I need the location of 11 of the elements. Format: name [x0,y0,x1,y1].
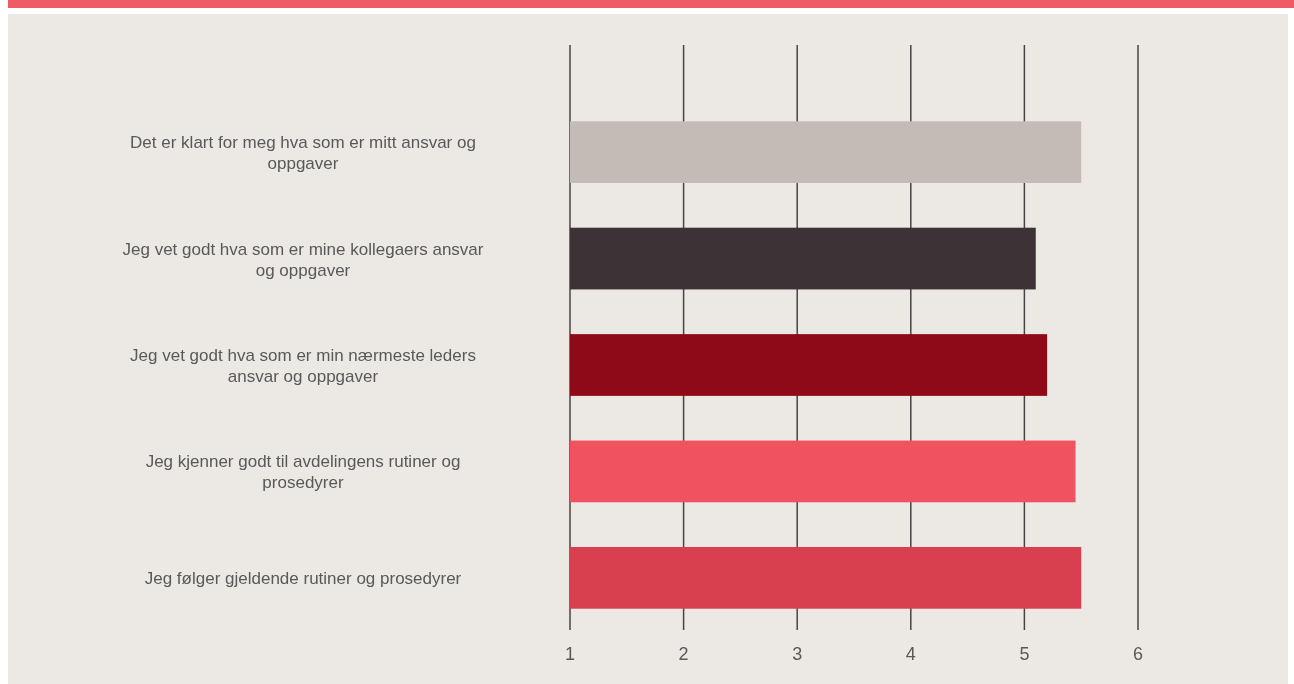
y-tick-label: Jeg vet godt hva som er min nærmeste leders ansvar og oppgaver [130,346,476,386]
x-tick-label: 1 [564,644,576,664]
y-tick-label: Jeg kjenner godt til avdelingens rutiner og prosedyrer [145,452,461,493]
x-tick-label: 2 [678,644,689,664]
x-tick-label: 3 [792,644,803,664]
y-tick-label: Det er klart for meg hva som er mitt ansvar og oppgaver [130,133,476,174]
x-tick-label: 4 [905,644,916,664]
y-tick-label: Jeg følger gjeldende rutiner og prosedyrer [144,568,462,588]
x-tick-label: 5 [1019,644,1030,664]
y-tick-label: Jeg vet godt hva som er mine kollegaers ansvar og oppgaver [122,239,484,280]
x-tick-label: 6 [1132,644,1144,664]
